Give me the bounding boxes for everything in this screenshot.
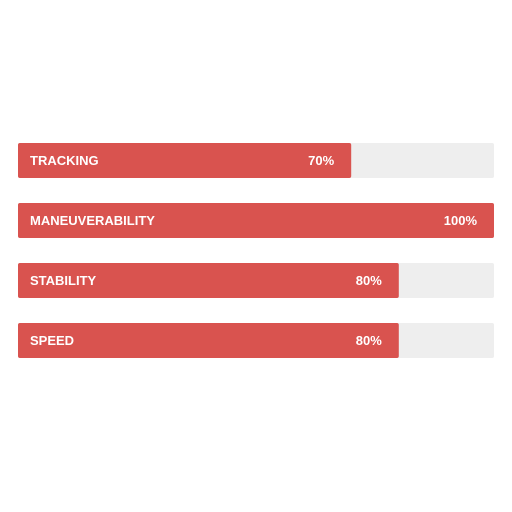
value-label: 100%	[444, 213, 478, 228]
bar-label: STABILITY	[30, 273, 97, 288]
bar	[18, 143, 352, 178]
bar	[18, 203, 494, 238]
bar	[18, 263, 399, 298]
bar	[18, 323, 399, 358]
bar-label: TRACKING	[30, 153, 99, 168]
bar-label: MANEUVERABILITY	[30, 213, 155, 228]
value-label: 70%	[308, 153, 334, 168]
bar-label: SPEED	[30, 333, 74, 348]
value-label: 80%	[356, 333, 382, 348]
value-label: 80%	[356, 273, 382, 288]
